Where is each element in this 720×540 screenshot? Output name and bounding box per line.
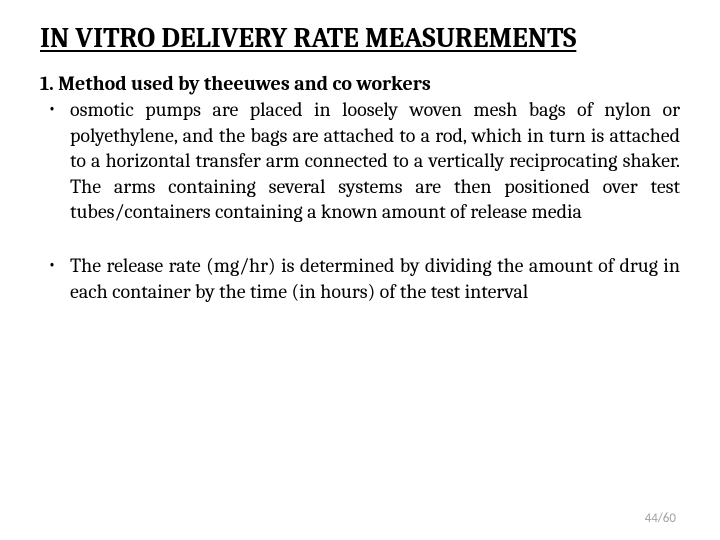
list-item: The release rate (mg/hr) is determined b…	[40, 253, 680, 304]
list-item: osmotic pumps are placed in loosely wove…	[40, 97, 680, 225]
page-number: 44/60	[645, 511, 676, 526]
method-subheading: 1. Method used by theeuwes and co worker…	[40, 72, 680, 95]
bullet-list: osmotic pumps are placed in loosely wove…	[40, 97, 680, 304]
page-title: IN VITRO DELIVERY RATE MEASUREMENTS	[40, 22, 680, 54]
